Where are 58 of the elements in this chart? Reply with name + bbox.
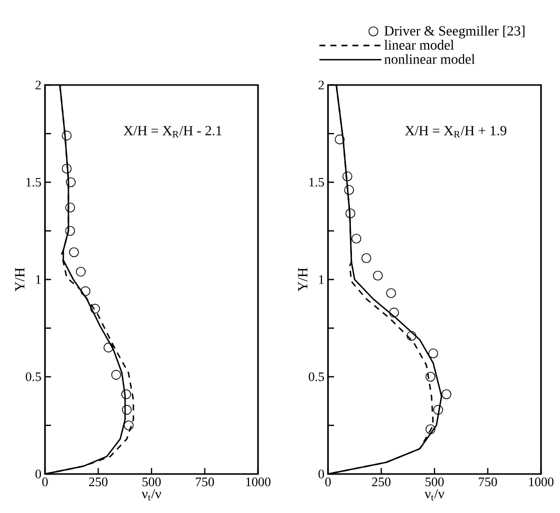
x-axis-title: ν$_{t}$/ν bbox=[424, 489, 444, 501]
y-tick-label: 2 bbox=[318, 80, 324, 90]
y-tick-label: 1 bbox=[319, 275, 324, 284]
y-tick-label: 1 bbox=[36, 275, 41, 284]
point bbox=[345, 208, 356, 218]
point bbox=[361, 253, 372, 263]
annotation: X/H = X$_{R}$/H - 2.1 bbox=[124, 126, 222, 138]
legend-label: linear model bbox=[384, 40, 454, 50]
x-tick-label: 500 bbox=[142, 478, 161, 486]
point bbox=[433, 404, 444, 415]
y-axis-title: Y/H bbox=[15, 268, 24, 292]
y-tick-label: 0.5 bbox=[26, 372, 41, 382]
point bbox=[344, 185, 354, 195]
point bbox=[351, 234, 362, 244]
point bbox=[342, 172, 352, 182]
y-axis-title: Y/H bbox=[298, 268, 308, 292]
x-tick-label: 0 bbox=[325, 478, 331, 486]
x-tick-label: 500 bbox=[426, 478, 444, 486]
point bbox=[386, 288, 396, 298]
x-tick-label: 750 bbox=[478, 478, 497, 486]
legend-label: Driver & Seegmiller [23] bbox=[384, 26, 524, 38]
point bbox=[65, 226, 76, 236]
point bbox=[428, 348, 438, 358]
x-tick-label: 250 bbox=[372, 478, 390, 486]
point bbox=[66, 177, 76, 188]
point bbox=[406, 331, 416, 341]
y-tick-label: 0 bbox=[36, 470, 41, 478]
y-tick-label: 0 bbox=[318, 470, 324, 478]
point bbox=[65, 202, 76, 212]
point bbox=[121, 389, 132, 400]
x-tick-label: 1000 bbox=[529, 478, 554, 486]
x-axis-title: ν$_{t}$/ν bbox=[142, 489, 162, 501]
y-tick-label: 1.5 bbox=[309, 178, 324, 187]
point bbox=[80, 286, 90, 296]
point bbox=[426, 424, 436, 434]
x-tick-label: 1000 bbox=[246, 478, 270, 486]
annotation: X/H = X$_{R}$/H + 1.9 bbox=[405, 126, 506, 138]
point bbox=[104, 342, 114, 352]
point bbox=[122, 404, 132, 415]
x-tick-label: 250 bbox=[89, 478, 108, 486]
point bbox=[372, 270, 383, 281]
point bbox=[111, 370, 122, 380]
point bbox=[426, 372, 436, 382]
point bbox=[124, 420, 134, 430]
point bbox=[334, 134, 345, 144]
y-tick-label: 0.5 bbox=[308, 372, 324, 382]
legend-label: nonlinear model bbox=[384, 54, 475, 64]
point bbox=[69, 247, 79, 258]
x-tick-label: 750 bbox=[196, 478, 214, 486]
point bbox=[62, 130, 72, 140]
point bbox=[442, 389, 452, 400]
point bbox=[389, 308, 399, 318]
y-tick-label: 2 bbox=[36, 80, 41, 90]
point bbox=[76, 266, 86, 277]
x-tick-label: 0 bbox=[42, 478, 48, 486]
point bbox=[90, 304, 100, 314]
y-tick-label: 1.5 bbox=[26, 178, 41, 187]
point bbox=[62, 164, 72, 174]
